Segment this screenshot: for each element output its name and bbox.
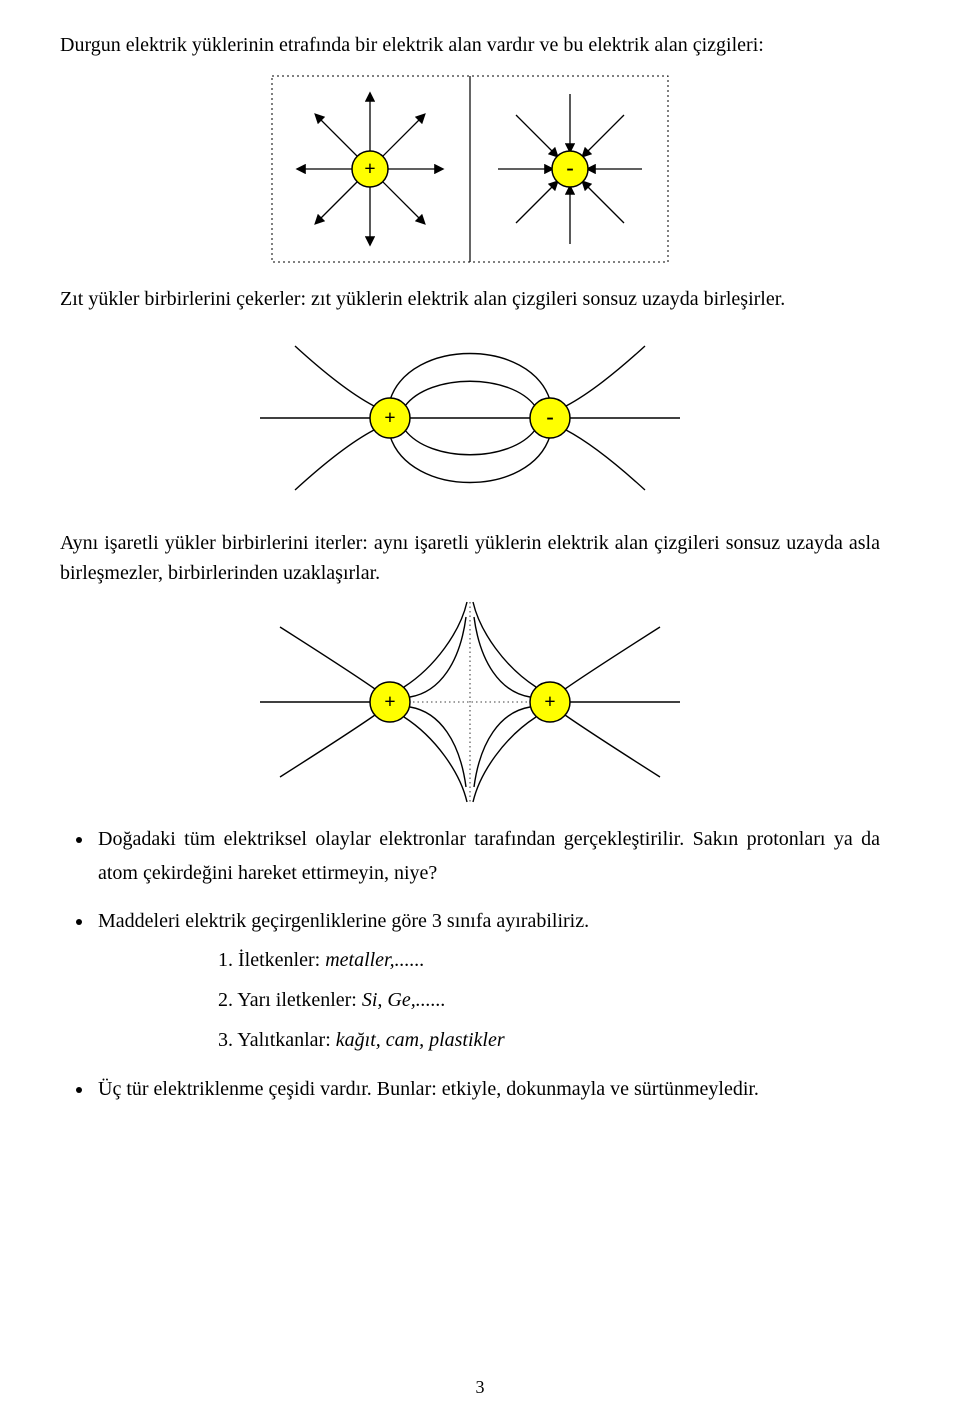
page: Durgun elektrik yüklerinin etrafında bir…: [0, 0, 960, 1416]
class-insulators: 3. Yalıtkanlar: kağıt, cam, plastikler: [218, 1022, 880, 1058]
negative-charge-group: -: [498, 94, 642, 244]
conductivity-classes: 1. İletkenler: metaller,...... 2. Yarı i…: [218, 942, 880, 1058]
diagram-like-charges-field: + +: [260, 602, 680, 802]
intro-paragraph: Durgun elektrik yüklerinin etrafında bir…: [60, 30, 880, 60]
svg-text:+: +: [364, 158, 375, 180]
diagram-dipole-field: + -: [260, 328, 680, 508]
svg-text:+: +: [384, 691, 395, 713]
positive-charge-group: +: [298, 94, 442, 244]
svg-text:-: -: [546, 404, 553, 429]
svg-text:-: -: [566, 155, 573, 180]
svg-text:+: +: [544, 691, 555, 713]
diagram-field-lines-single-charges: + -: [270, 74, 670, 264]
opposite-charges-paragraph: Zıt yükler birbirlerini çekerler: zıt yü…: [60, 284, 880, 314]
bullet-electrons: Doğadaki tüm elektriksel olaylar elektro…: [94, 822, 880, 890]
page-number: 3: [476, 1377, 485, 1398]
like-charges-paragraph: Aynı işaretli yükler birbirlerini iterle…: [60, 528, 880, 588]
bullet-conductivity: Maddeleri elektrik geçirgenliklerine gör…: [94, 904, 880, 1058]
class-semiconductors: 2. Yarı iletkenler: Si, Ge,......: [218, 982, 880, 1018]
class-conductors: 1. İletkenler: metaller,......: [218, 942, 880, 978]
bullet-list: Doğadaki tüm elektriksel olaylar elektro…: [60, 822, 880, 1106]
svg-text:+: +: [384, 407, 395, 429]
bullet-charging-types: Üç tür elektriklenme çeşidi vardır. Bunl…: [94, 1072, 880, 1106]
